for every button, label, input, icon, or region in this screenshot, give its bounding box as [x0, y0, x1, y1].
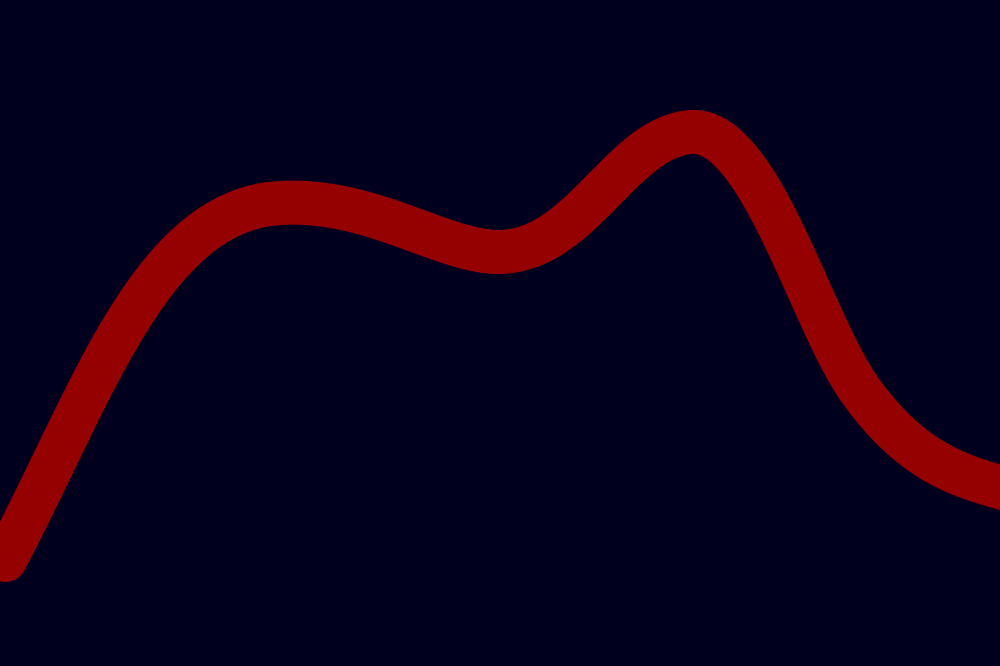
red-wavy-line — [0, 110, 1000, 582]
